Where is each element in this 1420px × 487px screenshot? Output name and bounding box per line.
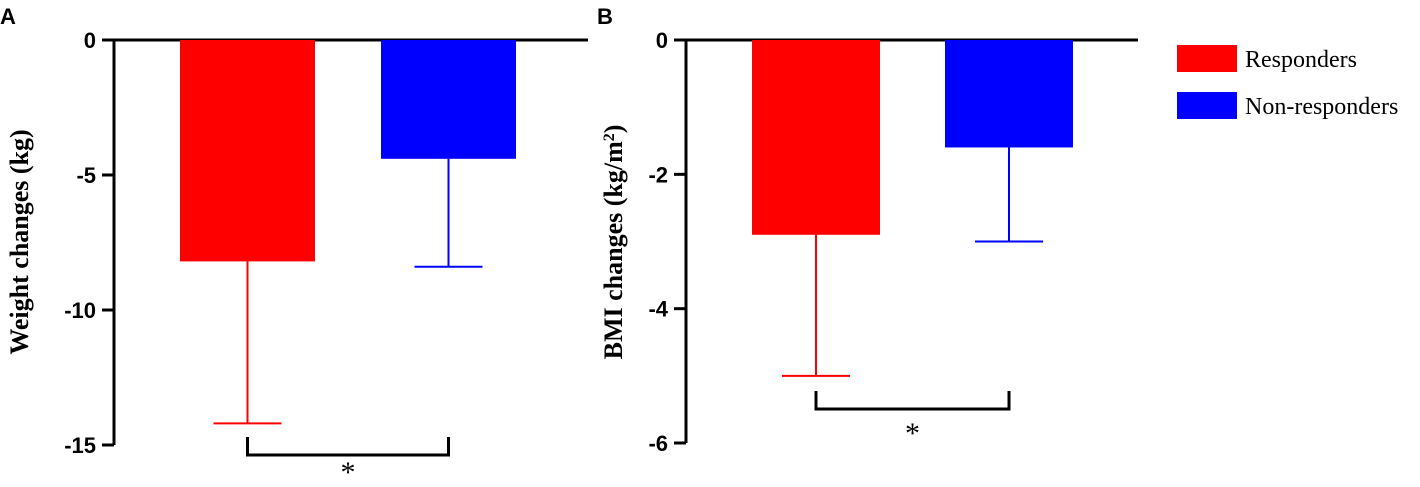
significance-bracket [246,437,450,457]
panel-b-y-axis-title-sup: 2 [601,133,618,141]
legend-label-responders: Responders [1245,47,1357,73]
y-tick-label: -6 [648,431,668,456]
panel-a-label: A [0,4,16,29]
significance-marker: * [905,417,920,450]
legend: Responders Non-responders [1177,45,1398,120]
legend-label-non-responders: Non-responders [1245,94,1398,120]
bar-responders [752,40,880,235]
legend-swatch-responders [1177,45,1237,72]
panel-b-y-axis-title-main: BMI changes (kg/m [599,141,628,359]
y-tick-label: -15 [64,433,96,458]
bar-responders [180,40,315,262]
significance-marker: * [341,456,356,487]
panel-b: B BMI changes (kg/m2) 0 -2 -4 -6 * [597,4,1138,456]
panel-a: A Weight changes (kg) 0 -5 -10 -15 * [0,4,588,487]
panel-a-y-axis-title: Weight changes (kg) [5,129,34,354]
panel-b-label: B [597,4,613,29]
y-tick-label: 0 [84,28,96,53]
panel-b-y-axis-title: BMI changes (kg/m2) [599,125,628,360]
legend-swatch-non-responders [1177,92,1237,119]
y-tick-label: -2 [648,162,668,187]
bar-non-responders [945,40,1073,148]
y-tick-label: -4 [648,297,668,322]
y-tick-label: 0 [656,28,668,53]
bar-non-responders [381,40,516,159]
y-tick-label: -10 [64,298,96,323]
panel-b-y-axis-title-close: ) [599,125,628,134]
y-tick-label: -5 [76,163,96,188]
significance-bracket [814,391,1011,411]
